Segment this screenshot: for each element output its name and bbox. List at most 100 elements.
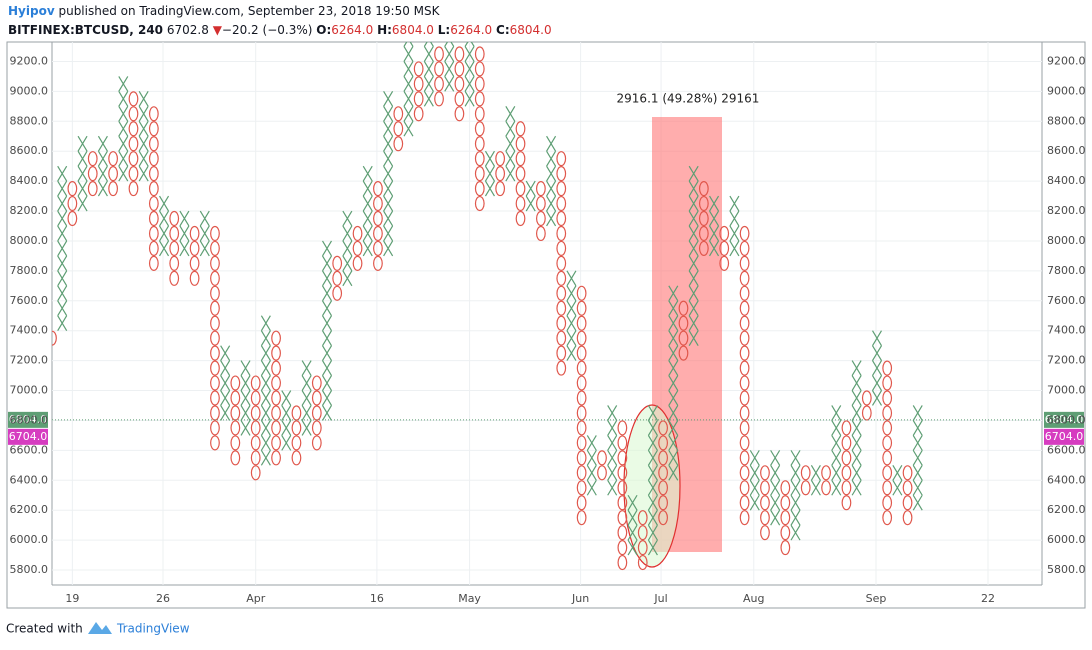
x-box — [383, 225, 394, 242]
x-box — [851, 479, 862, 496]
x-box — [57, 300, 68, 317]
x-column — [260, 315, 271, 466]
x-box — [790, 450, 801, 466]
o-box — [434, 91, 444, 107]
o-box — [617, 554, 628, 571]
x-box — [260, 315, 271, 332]
o-box — [760, 465, 770, 481]
o-box — [739, 405, 750, 421]
x-box — [220, 405, 231, 421]
o-box — [515, 195, 526, 212]
o-box — [148, 166, 159, 182]
o-box — [658, 495, 669, 511]
x-tick-label: 16 — [370, 592, 384, 605]
author[interactable]: Hyipov — [8, 4, 55, 18]
o-box — [902, 495, 913, 511]
o-box — [87, 181, 98, 197]
x-box — [729, 210, 740, 227]
o-box — [474, 121, 485, 137]
o-column — [230, 375, 241, 466]
o-box — [291, 450, 302, 466]
o-column — [841, 420, 852, 511]
y-tick-label: 6400.0 — [10, 473, 49, 486]
o-box — [311, 375, 322, 391]
x-box — [709, 195, 720, 212]
price-tag — [1044, 411, 1084, 428]
o-box — [760, 510, 770, 526]
x-box — [627, 539, 638, 556]
x-box — [688, 300, 699, 317]
o-box — [698, 225, 709, 242]
o-box — [637, 510, 648, 526]
o-box — [210, 420, 220, 436]
x-box — [525, 195, 536, 212]
x-box — [749, 465, 760, 481]
x-box — [179, 225, 190, 242]
x-box — [688, 225, 699, 242]
o-column — [658, 420, 669, 526]
x-box — [383, 135, 394, 152]
o-box — [902, 465, 913, 481]
o-box — [474, 76, 485, 92]
x-box — [749, 450, 760, 466]
x-box — [423, 76, 434, 92]
x-box — [729, 240, 740, 257]
o-box — [739, 240, 750, 257]
o-box — [271, 330, 281, 346]
o-box — [576, 345, 587, 361]
o-column — [760, 465, 770, 541]
o-box — [658, 420, 669, 436]
o-box — [882, 510, 893, 526]
footer-brand[interactable]: TradingView — [116, 622, 190, 636]
o-box — [210, 330, 220, 346]
y-tick-label: 8400.0 — [1047, 174, 1086, 187]
y-tick-label: 9200.0 — [10, 54, 49, 67]
o-box — [617, 420, 628, 436]
x-box — [464, 61, 475, 77]
x-box — [627, 524, 638, 541]
o-column — [352, 225, 363, 271]
y-tick-label: 9000.0 — [1047, 84, 1086, 97]
o-box — [597, 465, 607, 481]
o-box — [515, 166, 526, 182]
o-box — [576, 330, 587, 346]
ohlc-value: 6804.0 — [392, 23, 434, 37]
x-box — [321, 270, 333, 287]
x-box — [57, 195, 68, 212]
x-box — [57, 180, 68, 197]
o-box — [739, 450, 750, 466]
o-box — [474, 106, 485, 122]
brand-logo[interactable] — [88, 622, 112, 634]
o-box — [291, 420, 302, 436]
o-box — [637, 525, 648, 541]
x-box — [749, 494, 760, 511]
x-box — [668, 375, 679, 391]
o-box — [576, 495, 587, 511]
o-column — [495, 151, 506, 197]
x-box — [57, 240, 68, 257]
o-box — [556, 181, 567, 197]
o-box — [760, 495, 770, 511]
o-box — [841, 435, 852, 451]
x-box — [912, 479, 923, 496]
o-box — [556, 195, 567, 212]
o-box — [210, 390, 220, 406]
x-box — [260, 345, 271, 361]
o-box — [556, 166, 567, 182]
x-column — [403, 42, 414, 137]
o-box — [841, 465, 852, 481]
x-box — [199, 210, 210, 227]
x-box — [668, 420, 679, 436]
x-box — [321, 390, 333, 406]
x-box — [770, 465, 781, 481]
o-box — [495, 181, 506, 197]
x-box — [851, 390, 862, 406]
x-column — [321, 240, 333, 421]
prev-close-label: 6704.0 — [1045, 430, 1084, 443]
o-box — [576, 510, 587, 526]
y-tick-label: 8800.0 — [10, 114, 49, 127]
o-box — [841, 480, 852, 496]
o-column — [169, 210, 180, 286]
o-box — [474, 181, 485, 197]
